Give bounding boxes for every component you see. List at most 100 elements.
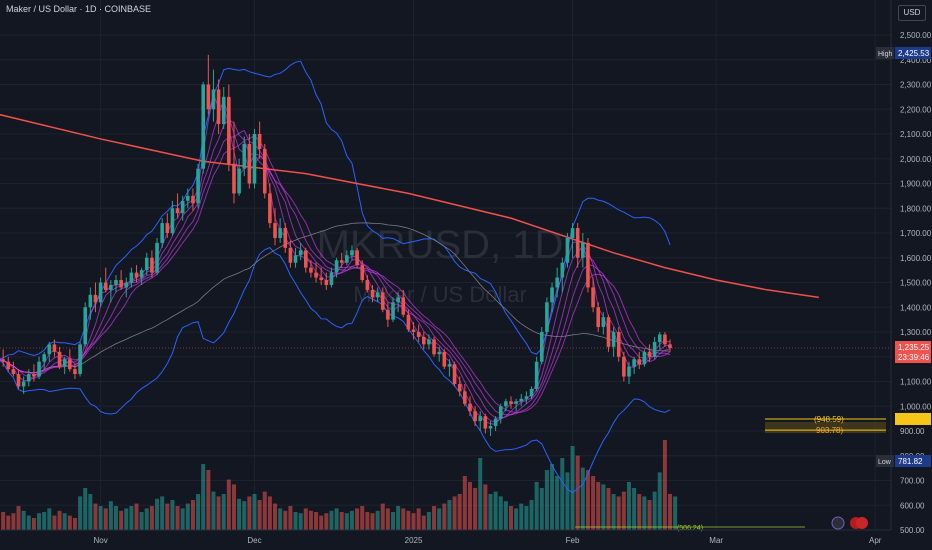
volume-bar bbox=[519, 503, 524, 530]
candle bbox=[539, 327, 544, 365]
candle bbox=[160, 218, 164, 248]
volume-bar bbox=[632, 488, 637, 530]
candle bbox=[560, 257, 565, 293]
candle bbox=[293, 247, 298, 268]
volume-bar bbox=[550, 464, 555, 530]
candle bbox=[386, 302, 390, 328]
band-lower bbox=[0, 247, 671, 494]
volume-bar bbox=[31, 518, 36, 530]
candle bbox=[339, 252, 344, 268]
volume-bar bbox=[180, 508, 185, 530]
volume-bar bbox=[247, 496, 252, 530]
volume-bar bbox=[406, 510, 411, 530]
candle bbox=[478, 411, 483, 431]
volume-bar bbox=[673, 496, 678, 530]
volume-bar bbox=[267, 496, 272, 530]
volume-bar bbox=[324, 513, 329, 530]
candle bbox=[586, 237, 590, 293]
candle bbox=[421, 332, 426, 350]
volume-bar bbox=[57, 510, 62, 530]
y-tick-label: 600.00 bbox=[900, 501, 925, 510]
candle bbox=[124, 277, 129, 298]
volume-bar bbox=[119, 510, 124, 530]
candle bbox=[498, 403, 503, 424]
volume-bar bbox=[134, 503, 139, 530]
candle bbox=[468, 396, 472, 417]
x-tick-label: 2025 bbox=[405, 536, 423, 545]
candle bbox=[134, 265, 139, 283]
candle bbox=[509, 396, 513, 409]
y-tick-label: 1,600.00 bbox=[900, 254, 932, 263]
volume-bar bbox=[237, 498, 242, 530]
candle bbox=[504, 398, 508, 412]
candle bbox=[196, 163, 200, 209]
candle bbox=[380, 287, 385, 313]
candle bbox=[642, 349, 647, 367]
volume-bar bbox=[293, 512, 298, 530]
volume-bar bbox=[170, 500, 175, 530]
candle bbox=[647, 344, 652, 362]
candle bbox=[304, 247, 308, 273]
svg-text:Low: Low bbox=[878, 459, 892, 466]
volume-bar bbox=[488, 494, 493, 530]
candle bbox=[32, 364, 36, 382]
y-tick-label: 2,000.00 bbox=[900, 155, 932, 164]
time-axis[interactable]: Nov Dec 2025 Feb Mar Apr bbox=[0, 529, 891, 545]
candle bbox=[391, 297, 395, 323]
candle bbox=[314, 262, 318, 283]
candle bbox=[11, 361, 16, 377]
volume-bar bbox=[437, 508, 442, 530]
candle bbox=[442, 349, 447, 370]
candle bbox=[114, 275, 118, 293]
y-tick-label: 1,500.00 bbox=[900, 279, 932, 288]
ribbon-line bbox=[0, 134, 671, 414]
volume-bar bbox=[21, 510, 26, 530]
candle bbox=[370, 284, 375, 303]
volume-bar bbox=[365, 512, 370, 530]
candle bbox=[463, 383, 467, 407]
candle bbox=[16, 369, 21, 389]
x-tick-label: Apr bbox=[869, 536, 882, 545]
candle bbox=[268, 183, 272, 229]
flag-icon-2[interactable] bbox=[856, 517, 868, 529]
volume-bar bbox=[319, 515, 324, 530]
candle bbox=[534, 356, 539, 392]
candle bbox=[350, 245, 354, 261]
volume-bar bbox=[47, 508, 52, 530]
candle bbox=[529, 386, 534, 399]
x-tick-label: Mar bbox=[709, 536, 723, 545]
candle bbox=[601, 312, 606, 335]
currency-button[interactable]: USD bbox=[898, 5, 926, 21]
volume-bar bbox=[1, 512, 6, 530]
candle bbox=[611, 327, 616, 357]
price-tag: Low 781.82 bbox=[876, 455, 931, 467]
candle bbox=[237, 158, 241, 196]
candle bbox=[150, 250, 154, 278]
candle bbox=[83, 302, 88, 347]
candle bbox=[144, 252, 149, 276]
volume-bar bbox=[375, 510, 380, 530]
candle bbox=[247, 134, 252, 189]
volume-bar bbox=[201, 464, 206, 530]
volume-bar bbox=[206, 470, 211, 530]
volume-bar bbox=[473, 488, 478, 530]
candle bbox=[668, 339, 672, 352]
volume-bar bbox=[185, 503, 190, 530]
volume-bar bbox=[401, 508, 406, 530]
y-tick-label: 2,100.00 bbox=[900, 130, 932, 139]
volume-bars bbox=[1, 440, 678, 530]
volume-bar bbox=[283, 510, 288, 530]
volume-bar bbox=[78, 496, 83, 530]
candle bbox=[452, 361, 457, 387]
candle bbox=[396, 292, 400, 313]
volume-bar bbox=[175, 506, 180, 530]
candle bbox=[627, 361, 631, 384]
volume-bar bbox=[334, 508, 339, 530]
volume-bar bbox=[298, 513, 303, 530]
volume-bar bbox=[426, 512, 431, 530]
lightning-icon[interactable] bbox=[831, 516, 845, 530]
candle bbox=[319, 267, 323, 285]
y-tick-label: 2,300.00 bbox=[900, 81, 932, 90]
volume-bar bbox=[642, 496, 647, 530]
